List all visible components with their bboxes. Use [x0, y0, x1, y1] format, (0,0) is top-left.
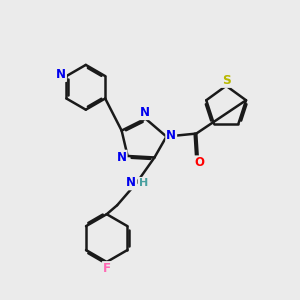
Text: O: O	[194, 156, 204, 169]
Text: N: N	[140, 106, 150, 119]
Text: N: N	[126, 176, 136, 189]
Text: N: N	[56, 68, 66, 81]
Text: F: F	[103, 262, 111, 275]
Text: N: N	[117, 151, 127, 164]
Text: H: H	[139, 178, 148, 188]
Text: N: N	[166, 129, 176, 142]
Text: S: S	[222, 74, 230, 87]
